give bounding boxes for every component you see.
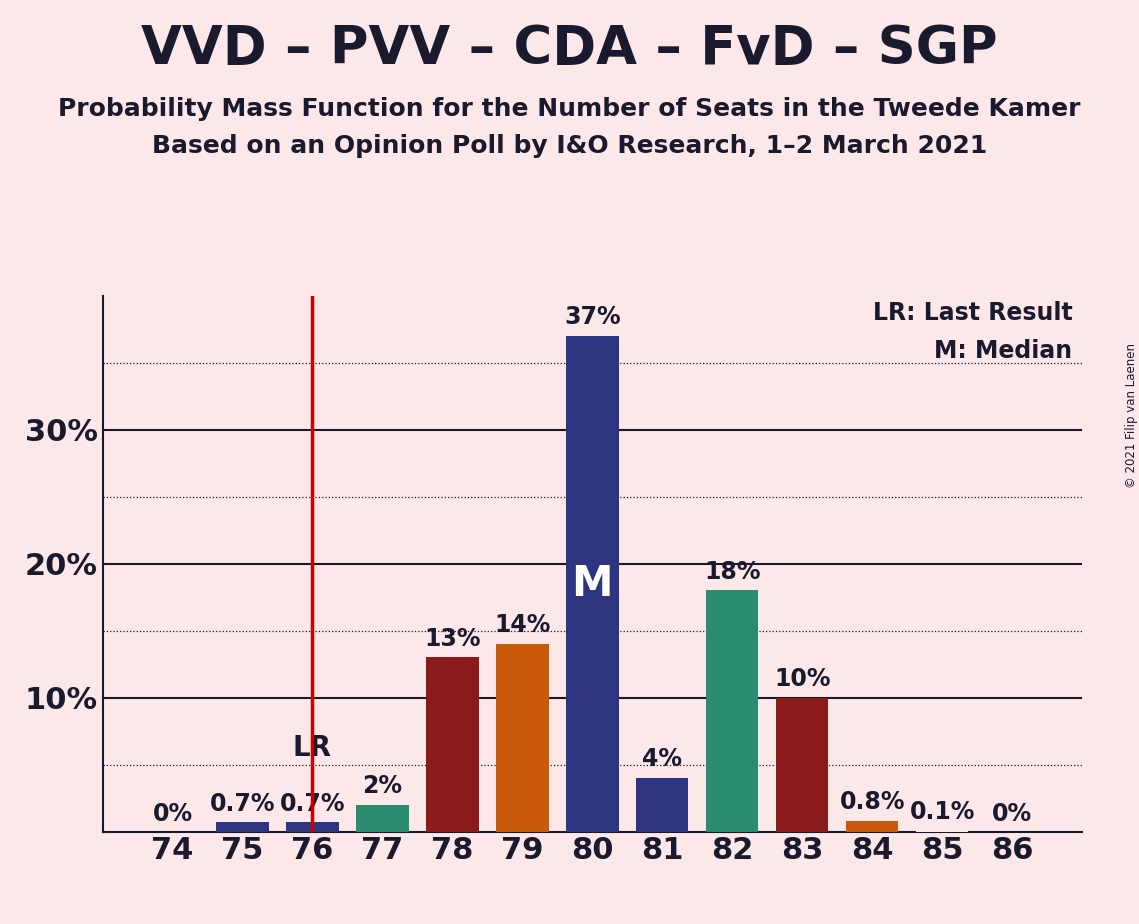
Text: Based on an Opinion Poll by I&O Research, 1–2 March 2021: Based on an Opinion Poll by I&O Research… (151, 134, 988, 158)
Text: 0.7%: 0.7% (210, 792, 276, 816)
Text: Probability Mass Function for the Number of Seats in the Tweede Kamer: Probability Mass Function for the Number… (58, 97, 1081, 121)
Text: 2%: 2% (362, 774, 402, 798)
Text: 37%: 37% (564, 305, 621, 329)
Text: 13%: 13% (424, 626, 481, 650)
Text: 0.8%: 0.8% (839, 790, 904, 814)
Bar (776, 698, 828, 832)
Bar (566, 336, 618, 832)
Bar (636, 778, 688, 832)
Text: 0%: 0% (153, 802, 192, 826)
Text: M: M (572, 563, 613, 604)
Bar (286, 822, 338, 832)
Text: M: Median: M: Median (934, 338, 1072, 362)
Text: 0.1%: 0.1% (909, 799, 975, 823)
Bar (497, 644, 549, 832)
Text: 0%: 0% (992, 802, 1032, 826)
Text: 18%: 18% (704, 560, 761, 584)
Text: VVD – PVV – CDA – FvD – SGP: VVD – PVV – CDA – FvD – SGP (141, 23, 998, 75)
Bar (216, 822, 269, 832)
Text: 14%: 14% (494, 614, 550, 638)
Bar (706, 590, 759, 832)
Text: © 2021 Filip van Laenen: © 2021 Filip van Laenen (1124, 344, 1138, 488)
Bar (357, 805, 409, 832)
Text: 0.7%: 0.7% (280, 792, 345, 816)
Text: LR: LR (293, 734, 331, 762)
Text: 10%: 10% (773, 667, 830, 691)
Bar (426, 658, 478, 832)
Text: LR: Last Result: LR: Last Result (872, 301, 1072, 325)
Bar (916, 831, 968, 832)
Bar (846, 821, 899, 832)
Text: 4%: 4% (642, 748, 682, 772)
